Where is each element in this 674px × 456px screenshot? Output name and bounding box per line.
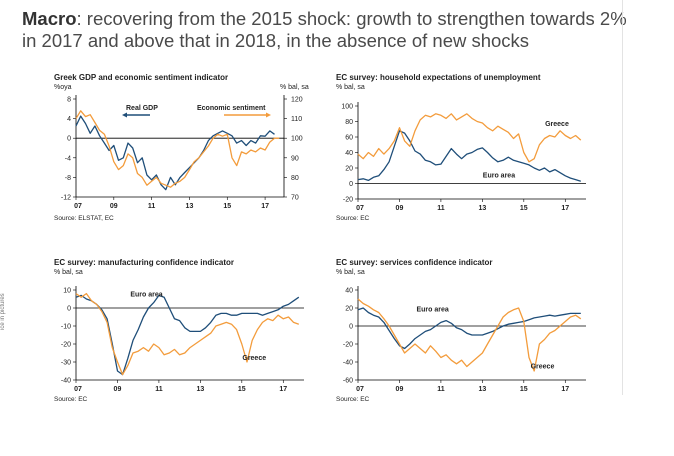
x-tick-label: 11 (148, 203, 156, 210)
legend-arrowhead-economic-sentiment (266, 112, 271, 118)
x-tick-label: 15 (238, 386, 246, 393)
y-tick-label: 60 (345, 135, 353, 142)
left-axis-unit: % bal, sa (336, 269, 365, 276)
headline: Macro: recovering from the 2015 shock: g… (22, 8, 632, 52)
chart-svg: 8 4 0 -4 -8 -12 120 110 100 90 80 70 07 09 11 13 15 17 Rea… (61, 95, 303, 210)
left-axis-unit: %oya (54, 84, 72, 91)
y-tick-label: -60 (343, 378, 353, 385)
x-tick-label: 13 (478, 386, 486, 393)
x-tick-label: 17 (561, 386, 569, 393)
y-tick-label: 80 (345, 119, 353, 126)
y-tick-label: 0 (349, 181, 353, 188)
y-tick-label: 20 (345, 306, 353, 313)
y-tick-label: 40 (345, 150, 353, 157)
headline-bold: Macro (22, 8, 77, 29)
series-line-greece (75, 292, 300, 376)
chart-panel-unemployment: EC survey: household expectations of une… (336, 73, 596, 233)
x-tick-label: 15 (223, 203, 231, 210)
x-tick-label: 07 (74, 203, 82, 210)
y-tick-label: 0 (67, 136, 71, 143)
series-label: Greece (531, 363, 555, 370)
x-tick-label: 13 (186, 203, 194, 210)
y-tick-label: 40 (345, 288, 353, 295)
y2-tick-label: 120 (291, 97, 303, 104)
chart-panel-gdp: Greek GDP and economic sentiment indicat… (54, 73, 314, 233)
x-tick-label: 13 (478, 205, 486, 212)
chart-panel-manufacturing: EC survey: manufacturing confidence indi… (54, 258, 314, 418)
series-line-euro-area (357, 307, 581, 350)
series-line-euro-area (357, 130, 581, 182)
series-label: Greece (242, 355, 266, 362)
y-tick-label: 20 (345, 166, 353, 173)
chart-source: Source: ELSTAT, EC (54, 215, 114, 222)
series-line-real-gdp (75, 115, 275, 191)
x-tick-label: 15 (520, 386, 528, 393)
y-tick-label: -4 (65, 155, 71, 162)
legend-arrowhead-real-gdp (122, 112, 127, 118)
x-tick-label: 13 (196, 386, 204, 393)
y-tick-label: 8 (67, 97, 71, 104)
side-caption: ice in pictures (0, 293, 6, 330)
x-tick-label: 11 (437, 205, 445, 212)
x-tick-label: 17 (261, 203, 269, 210)
y2-tick-label: 90 (291, 155, 299, 162)
y-tick-label: 0 (349, 324, 353, 331)
legend-label-real-gdp: Real GDP (126, 105, 158, 112)
y-tick-label: 0 (67, 306, 71, 313)
x-tick-label: 17 (561, 205, 569, 212)
y2-tick-label: 110 (291, 116, 302, 123)
y-tick-label: -40 (343, 360, 353, 367)
chart-source: Source: EC (336, 215, 370, 222)
y-tick-label: 10 (63, 288, 71, 295)
series-line-economic-sentiment (75, 110, 280, 188)
left-axis-unit: % bal, sa (54, 269, 83, 276)
x-tick-label: 11 (437, 386, 445, 393)
right-rule (622, 0, 623, 395)
x-tick-label: 11 (155, 386, 163, 393)
x-tick-label: 07 (74, 386, 82, 393)
headline-rest: : recovering from the 2015 shock: growth… (22, 8, 627, 51)
y-tick-label: 100 (341, 104, 353, 111)
series-label: Euro area (416, 307, 448, 314)
left-axis-unit: % bal, sa (336, 84, 365, 91)
right-axis-unit: % bal, sa (280, 84, 309, 91)
y-tick-label: -10 (61, 324, 71, 331)
y2-tick-label: 80 (291, 175, 299, 182)
chart-title: Greek GDP and economic sentiment indicat… (54, 73, 229, 82)
chart-title: EC survey: manufacturing confidence indi… (54, 258, 235, 267)
y-tick-label: -40 (61, 378, 71, 385)
chart-title: EC survey: services confidence indicator (336, 258, 493, 267)
y-tick-label: -20 (343, 342, 353, 349)
y-tick-label: 4 (67, 116, 71, 123)
series-label: Euro area (483, 172, 515, 179)
x-tick-label: 09 (396, 205, 404, 212)
chart-panel-services: EC survey: services confidence indicator… (336, 258, 596, 418)
y-tick-label: -12 (61, 195, 71, 202)
x-tick-label: 09 (396, 386, 404, 393)
x-tick-label: 07 (356, 386, 364, 393)
y2-tick-label: 100 (291, 136, 303, 143)
series-label: Euro area (130, 291, 162, 298)
y-tick-label: -30 (61, 360, 71, 367)
x-tick-label: 09 (110, 203, 118, 210)
y2-tick-label: 70 (291, 195, 299, 202)
x-tick-label: 15 (520, 205, 528, 212)
chart-source: Source: EC (336, 396, 370, 403)
series-line-greece (357, 113, 582, 163)
x-tick-label: 09 (114, 386, 122, 393)
series-label: Greece (545, 121, 569, 128)
y-tick-label: -20 (61, 342, 71, 349)
y-tick-label: -20 (343, 197, 353, 204)
legend-label-economic-sentiment: Economic sentiment (197, 105, 266, 112)
chart-source: Source: EC (54, 396, 88, 403)
chart-title: EC survey: household expectations of une… (336, 73, 541, 82)
x-tick-label: 17 (279, 386, 287, 393)
y-tick-label: -8 (65, 175, 71, 182)
x-tick-label: 07 (356, 205, 364, 212)
series-line-greece (357, 298, 582, 372)
